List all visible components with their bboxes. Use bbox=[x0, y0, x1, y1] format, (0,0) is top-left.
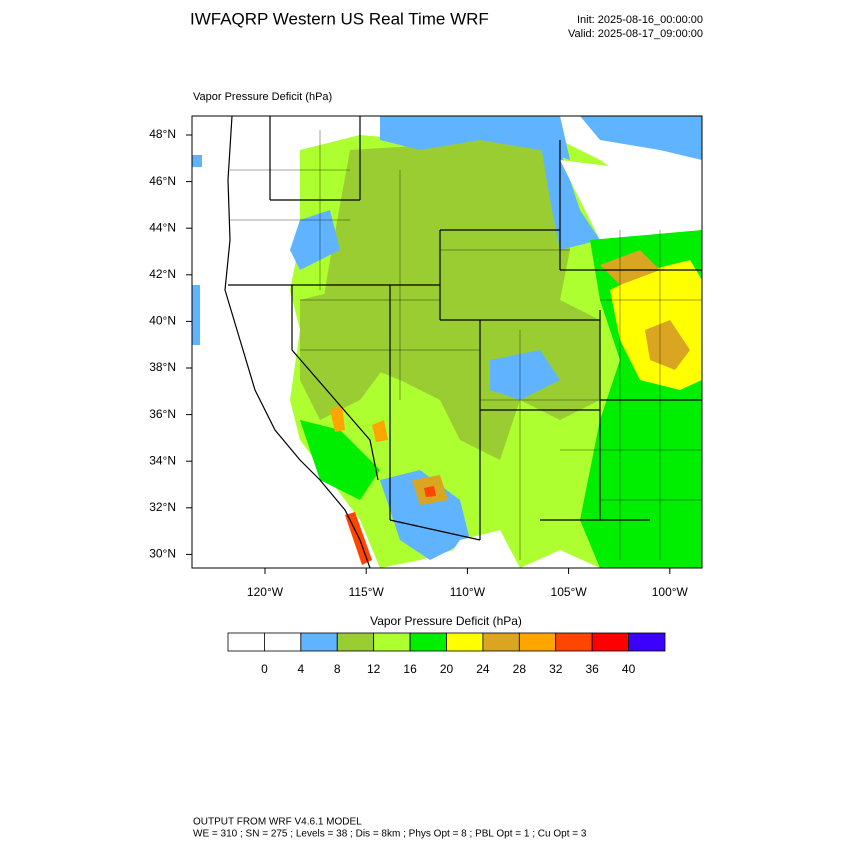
lat-label: 48°N bbox=[149, 127, 176, 141]
colorbar-box bbox=[264, 632, 302, 652]
init-time: Init: 2025-08-16_00:00:00 bbox=[577, 14, 703, 26]
lat-label: 32°N bbox=[149, 500, 176, 514]
lon-label: 110°W bbox=[450, 585, 486, 599]
colorbar-label: 28 bbox=[513, 662, 527, 676]
colorbar-box bbox=[446, 632, 484, 652]
colorbar-label: 40 bbox=[622, 662, 636, 676]
colorbar-label: 20 bbox=[440, 662, 454, 676]
colorbar-box bbox=[518, 632, 557, 652]
colorbar-box bbox=[300, 632, 338, 652]
colorbar-box bbox=[409, 632, 447, 652]
colorbar-box bbox=[555, 632, 593, 652]
colorbar-label: 4 bbox=[297, 662, 304, 676]
title: IWFAQRP Western US Real Time WRF bbox=[190, 9, 489, 28]
lat-label: 46°N bbox=[149, 174, 176, 188]
colorbar-label: 12 bbox=[367, 662, 381, 676]
lat-label: 30°N bbox=[149, 547, 176, 561]
colorbar-label: 36 bbox=[585, 662, 599, 676]
colorbar-box bbox=[336, 632, 375, 652]
footer-line: WE = 310 ; SN = 275 ; Levels = 38 ; Dis … bbox=[193, 829, 587, 840]
map-frame bbox=[191, 115, 703, 569]
lon-label: 100°W bbox=[652, 585, 689, 599]
lat-label: 42°N bbox=[149, 267, 176, 281]
colorbar-label: 8 bbox=[334, 662, 341, 676]
lon-label: 120°W bbox=[247, 585, 284, 599]
colorbar-box bbox=[628, 632, 666, 652]
map-field bbox=[192, 116, 702, 568]
map-label: Vapor Pressure Deficit (hPa) bbox=[193, 91, 332, 103]
lon-label: 115°W bbox=[349, 585, 385, 599]
colorbar-box bbox=[227, 632, 265, 652]
colorbar-label: 0 bbox=[261, 662, 268, 676]
lat-label: 44°N bbox=[149, 220, 176, 234]
colorbar-label: 32 bbox=[549, 662, 563, 676]
valid-time: Valid: 2025-08-17_09:00:00 bbox=[568, 28, 703, 40]
colorbar-label: 24 bbox=[476, 662, 490, 676]
footer-line: OUTPUT FROM WRF V4.6.1 MODEL bbox=[193, 817, 362, 828]
lat-label: 40°N bbox=[149, 314, 176, 328]
lat-label: 38°N bbox=[149, 360, 176, 374]
colorbar-box bbox=[591, 632, 629, 652]
colorbar-label: 16 bbox=[403, 662, 417, 676]
lat-label: 34°N bbox=[149, 453, 176, 467]
lon-label: 105°W bbox=[551, 585, 588, 599]
colorbar-box bbox=[482, 632, 520, 652]
colorbar-title: Vapor Pressure Deficit (hPa) bbox=[370, 614, 522, 628]
colorbar-box bbox=[373, 632, 411, 652]
lat-label: 36°N bbox=[149, 407, 176, 421]
